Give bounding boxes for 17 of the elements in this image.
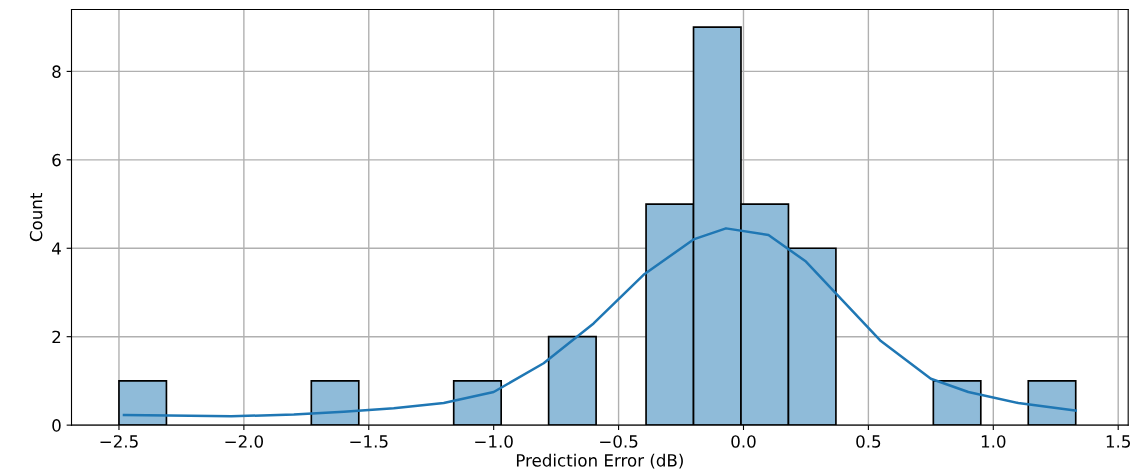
x-tick-label: 0.5 bbox=[856, 435, 881, 448]
x-tick-label: −2.5 bbox=[100, 435, 138, 448]
y-tick-label: 6 bbox=[52, 153, 61, 167]
x-tick-label: 1.0 bbox=[981, 435, 1006, 448]
y-axis-title: Count bbox=[29, 192, 43, 242]
line-series bbox=[122, 227, 1077, 418]
x-tick-label: 0.0 bbox=[731, 435, 756, 448]
x-tick-label: −0.5 bbox=[600, 435, 638, 448]
x-tick-label: −2.0 bbox=[225, 435, 263, 448]
x-axis-title: Prediction Error (dB) bbox=[516, 453, 683, 469]
y-tick-label: 0 bbox=[52, 419, 61, 432]
y-tick-label: 4 bbox=[51, 242, 61, 255]
x-tick-label: −1.0 bbox=[475, 435, 513, 448]
y-tick-label: 8 bbox=[52, 65, 61, 78]
y-tick-label: 2 bbox=[52, 330, 61, 344]
x-tick-label: −1.5 bbox=[350, 435, 388, 448]
x-tick-label: 1.5 bbox=[1106, 435, 1130, 448]
